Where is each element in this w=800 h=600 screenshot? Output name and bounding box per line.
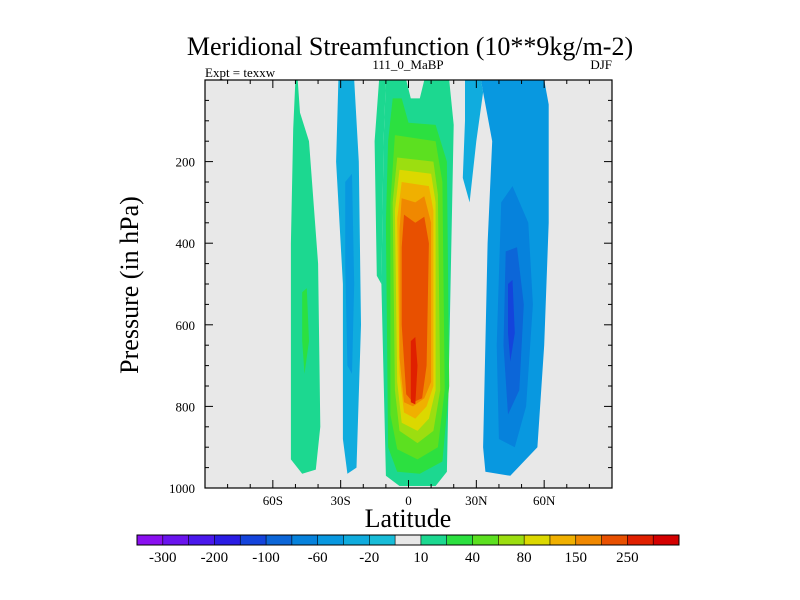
colorbar-swatch — [317, 535, 344, 545]
season-label: DJF — [590, 57, 612, 72]
colorbar-label: 150 — [565, 550, 588, 566]
x-tick-label: 30S — [331, 493, 351, 508]
colorbar-swatch — [395, 535, 422, 545]
colorbar-swatch — [343, 535, 370, 545]
colorbar-swatch — [575, 535, 602, 545]
y-tick-label: 600 — [176, 318, 196, 333]
x-tick-label: 0 — [405, 493, 412, 508]
colorbar-label: -60 — [308, 550, 328, 566]
south-band-level-40 — [345, 173, 355, 374]
colorbar-label: -20 — [359, 550, 379, 566]
contour-fills — [290, 80, 549, 486]
colorbar-swatch — [653, 535, 680, 545]
colorbar-label: 250 — [616, 550, 639, 566]
colorbar-swatch — [369, 535, 396, 545]
colorbar-swatch — [420, 535, 448, 545]
y-tick-label: 400 — [176, 236, 196, 251]
colorbar-swatch — [240, 535, 267, 545]
colorbar-swatch — [188, 535, 215, 545]
chart-title: Meridional Streamfunction (10**9kg/m-2) — [187, 32, 633, 61]
colorbar-swatch — [524, 535, 551, 545]
colorbar-label: 80 — [517, 550, 532, 566]
colorbar-label: 40 — [465, 550, 480, 566]
colorbar-swatch — [498, 535, 525, 545]
y-axis-label: Pressure (in hPa) — [115, 196, 144, 374]
colorbar-swatch — [601, 535, 628, 545]
colorbar-swatch — [162, 535, 190, 545]
colorbar-swatch — [446, 535, 473, 545]
colorbar: -300 -200 -100 -60 -20 10 40 80 150 250 — [136, 534, 680, 566]
hadley-level-200 — [401, 214, 429, 403]
x-tick-label: 60S — [263, 493, 283, 508]
hadley-level-250 — [410, 337, 418, 405]
colorbar-label: 10 — [413, 550, 428, 566]
y-tick-label: 200 — [176, 155, 196, 170]
ferrel-north-level-100 — [508, 279, 515, 362]
colorbar-label: -300 — [149, 550, 177, 566]
ferrel-south-level-10 — [290, 80, 321, 474]
colorbar-frame — [136, 534, 680, 546]
x-tick-label: 30N — [465, 493, 488, 508]
x-tick-label: 60N — [533, 493, 556, 508]
ferrel-south-level-20 — [302, 288, 309, 374]
y-tick-label: 1000 — [169, 481, 195, 496]
y-tick-label: 800 — [176, 399, 196, 414]
colorbar-swatch — [266, 535, 293, 545]
colorbar-swatch — [137, 535, 164, 545]
colorbar-label: -100 — [252, 550, 280, 566]
colorbar-swatch — [627, 535, 654, 545]
axis-ticks: 60S 30S 0 30N 60N 200 400 600 800 1000 — [169, 80, 612, 508]
top-cap-left — [374, 80, 386, 284]
colorbar-swatch — [291, 535, 319, 545]
colorbar-swatch — [472, 535, 499, 545]
colorbar-label: -200 — [201, 550, 229, 566]
period-label: 111_0_MaBP — [372, 57, 443, 72]
colorbar-swatch — [214, 535, 241, 545]
colorbar-swatch — [549, 535, 577, 545]
north-ribbon-level-20 — [462, 80, 484, 203]
experiment-label: Expt = texxw — [205, 65, 276, 80]
x-axis-label: Latitude — [365, 504, 452, 533]
